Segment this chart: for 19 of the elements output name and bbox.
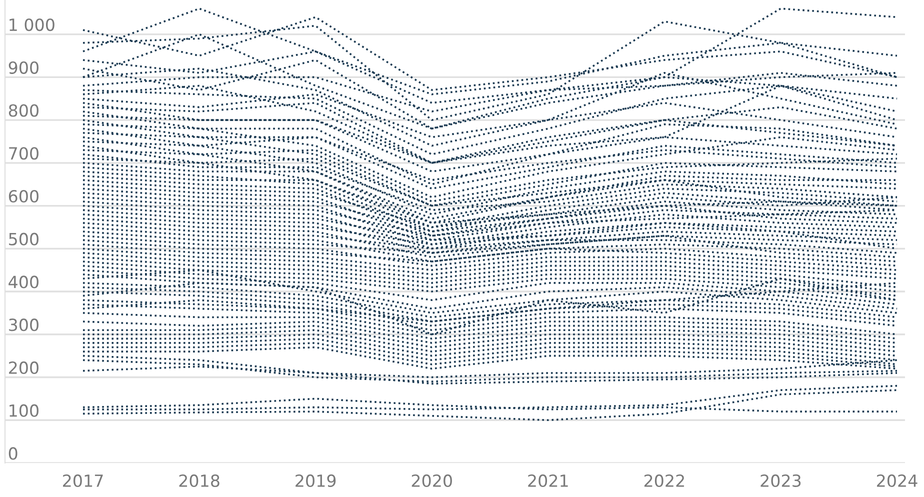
x-tick-label: 2018 [179,474,220,488]
y-tick-label: 800 [8,104,38,117]
x-tick-label: 2022 [644,474,684,488]
y-tick-label: 1 000 [10,18,54,32]
x-tick-label: 2023 [760,474,801,488]
x-tick-label: 2020 [412,474,452,488]
y-tick-label: 600 [8,190,38,203]
y-tick-label: 500 [9,232,38,246]
y-tick-label: 300 [9,318,38,332]
y-tick-label: 400 [8,276,38,288]
x-tick-label: 2021 [528,474,568,488]
y-tick-label: 200 [9,361,38,374]
y-tick-label: 100 [10,404,38,417]
x-tick-label: 2017 [63,474,103,488]
x-tick-label: 2024 [877,474,918,488]
y-tick-label: 700 [9,147,38,160]
y-tick-label: 900 [8,61,38,74]
y-tick-label: 0 [8,447,18,460]
x-tick-label: 2019 [296,474,336,488]
